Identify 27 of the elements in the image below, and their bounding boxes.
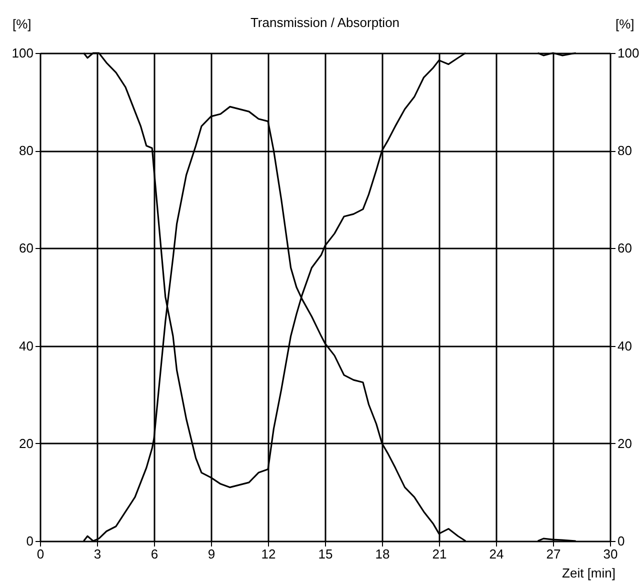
x-tick-label: 3 (94, 546, 102, 562)
x-tick-label: 12 (261, 546, 276, 562)
y-tick-label: 80 (19, 143, 34, 158)
y-tick-label: 60 (19, 240, 34, 256)
x-tick-label: 0 (36, 546, 44, 562)
y-tick-label: 20 (19, 436, 34, 451)
y2-tick-label: 60 (618, 240, 632, 256)
y-tick-label: 0 (26, 534, 34, 548)
y2-axis-title: [%] (616, 16, 634, 32)
y-tick-label: 40 (19, 338, 34, 354)
y-axis-title: [%] (12, 16, 32, 32)
x-tick-label: 18 (375, 546, 390, 562)
x-tick-label: 15 (318, 546, 333, 562)
y2-tick-label: 20 (618, 436, 632, 451)
x-axis-title: Zeit [min] (562, 566, 616, 580)
x-tick-label: 24 (489, 546, 504, 562)
y2-tick-label: 80 (618, 143, 632, 158)
x-tick-label: 30 (603, 546, 618, 562)
x-tick-label: 27 (546, 546, 561, 562)
y2-tick-label: 40 (618, 338, 632, 354)
x-tick-label: 9 (208, 546, 216, 562)
chart-title: Transmission / Absorption (250, 15, 400, 30)
y-tick-label: 100 (12, 46, 34, 60)
y2-tick-label: 100 (618, 46, 640, 60)
x-tick-label: 6 (150, 546, 158, 562)
x-tick-label: 21 (432, 546, 447, 562)
y2-tick-label: 0 (618, 534, 625, 548)
